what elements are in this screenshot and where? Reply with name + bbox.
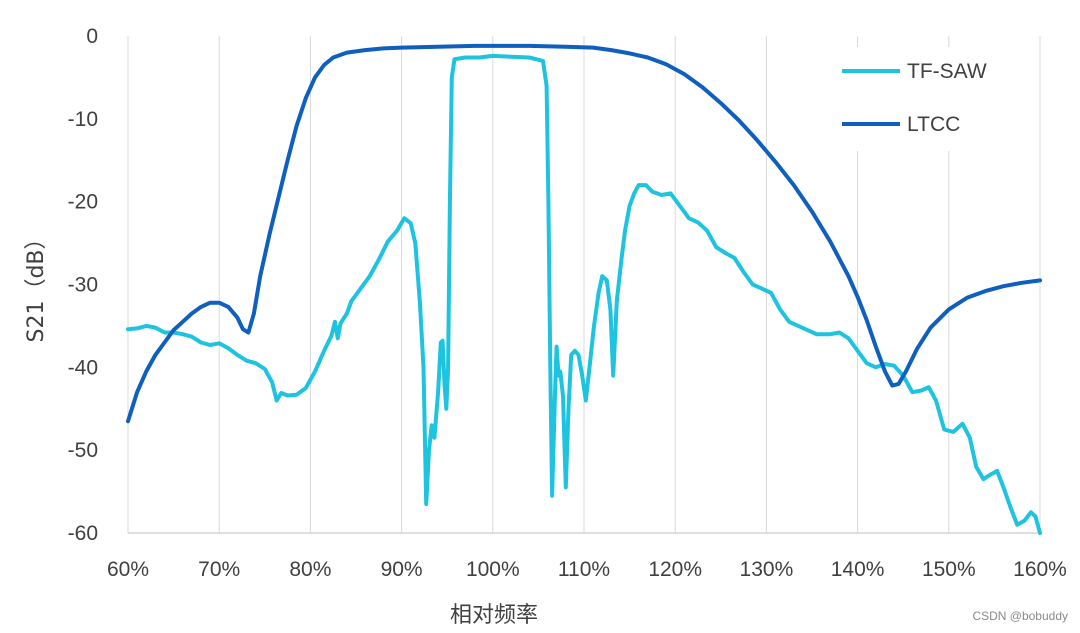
series-line-tf-saw	[126, 53, 1042, 535]
x-tick-label: 140%	[831, 558, 885, 581]
series-lines	[126, 43, 1042, 535]
x-tick-labels: 60% 70% 80% 90% 100% 110% 120% 130% 140% 150% 160%	[107, 558, 1067, 581]
y-tick-label: -60	[68, 522, 98, 545]
x-tick-label: 130%	[740, 558, 794, 581]
y-tick-label: -50	[68, 439, 98, 462]
y-tick-label: -10	[68, 108, 98, 131]
vertical-gridlines	[127, 36, 1041, 533]
x-tick-label: 150%	[922, 558, 976, 581]
x-tick-label: 70%	[198, 558, 240, 581]
x-axis-title: 相对频率	[450, 603, 538, 628]
legend-background	[808, 47, 1016, 151]
x-tick-label: 80%	[289, 558, 331, 581]
legend-label-tf-saw: TF-SAW	[907, 60, 987, 83]
y-tick-label: -40	[68, 356, 98, 379]
y-tick-label: -30	[68, 274, 98, 297]
legend-label-ltcc: LTCC	[907, 113, 960, 136]
y-tick-label: 0	[86, 25, 98, 48]
watermark: CSDN @bobuddy	[972, 609, 1068, 623]
x-tick-label: 160%	[1013, 558, 1067, 581]
x-tick-label: 60%	[107, 558, 149, 581]
x-tick-label: 110%	[558, 558, 610, 581]
y-tick-label: -20	[68, 191, 98, 214]
y-tick-labels: 0 -10 -20 -30 -40 -50 -60	[68, 25, 98, 545]
x-tick-label: 120%	[648, 558, 702, 581]
x-tick-label: 100%	[466, 558, 520, 581]
legend: TF-SAW LTCC	[808, 47, 1016, 151]
y-axis-title: S21（dB）	[24, 227, 49, 342]
series-line-ltcc	[126, 43, 1042, 424]
x-tick-label: 90%	[381, 558, 423, 581]
